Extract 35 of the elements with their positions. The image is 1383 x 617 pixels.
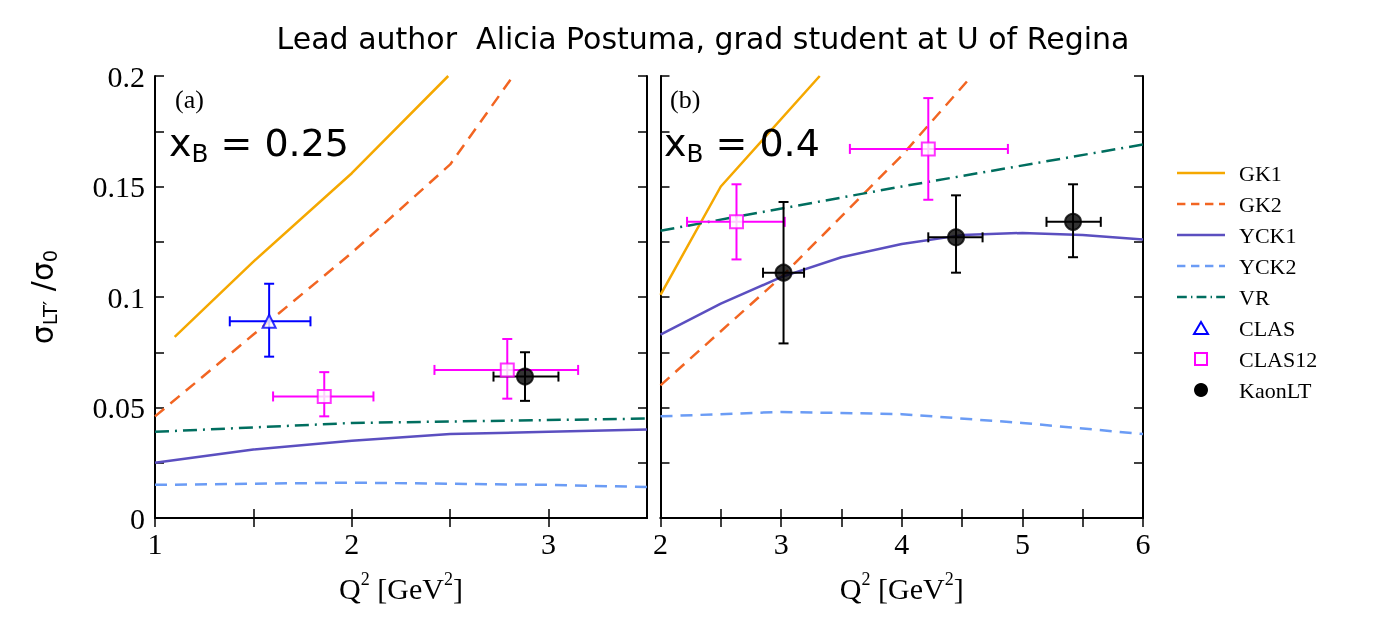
- y-tick-label: 0.05: [92, 391, 145, 424]
- point: [261, 313, 277, 329]
- annotation: (a): [175, 84, 204, 114]
- point: [316, 388, 332, 404]
- y-tick-label: 0: [130, 501, 145, 535]
- legend-label: VR: [1239, 284, 1270, 310]
- x-tick-label: 3: [773, 526, 789, 560]
- legend-label: GK2: [1239, 191, 1282, 217]
- y-axis-title: σLT′ /σ0: [24, 249, 62, 345]
- y-tick-label: 0.1: [107, 280, 145, 314]
- point: [947, 228, 966, 247]
- x-tick-label: 2: [653, 526, 668, 560]
- x-tick-label: 6: [1135, 526, 1151, 560]
- x-tick-label: 2: [344, 526, 360, 560]
- line-series: [153, 428, 649, 464]
- point: [1064, 212, 1083, 231]
- point: [499, 362, 515, 378]
- legend-label: KaonLT: [1239, 377, 1313, 403]
- legend-label: GK1: [1239, 160, 1282, 186]
- y-tick-label: 0.15: [92, 170, 145, 203]
- x-tick-label: 4: [894, 526, 910, 560]
- point: [516, 367, 534, 386]
- legend-label: YCK1: [1239, 222, 1297, 248]
- y-tick-label: 0.2: [107, 59, 145, 93]
- x-tick-label: 5: [1014, 526, 1030, 560]
- legend-label: CLAS12: [1239, 346, 1318, 372]
- point: [728, 214, 744, 230]
- point: [774, 263, 793, 282]
- point: [920, 141, 936, 157]
- legend-label: YCK2: [1239, 253, 1297, 279]
- annotation: (b): [670, 84, 701, 114]
- x-tick-label: 3: [541, 526, 557, 560]
- x-tick-label: 1: [147, 526, 163, 560]
- legend-label: CLAS: [1239, 315, 1296, 341]
- chart-title: Lead author Alicia Postuma, grad student at U of Regina: [276, 20, 1130, 56]
